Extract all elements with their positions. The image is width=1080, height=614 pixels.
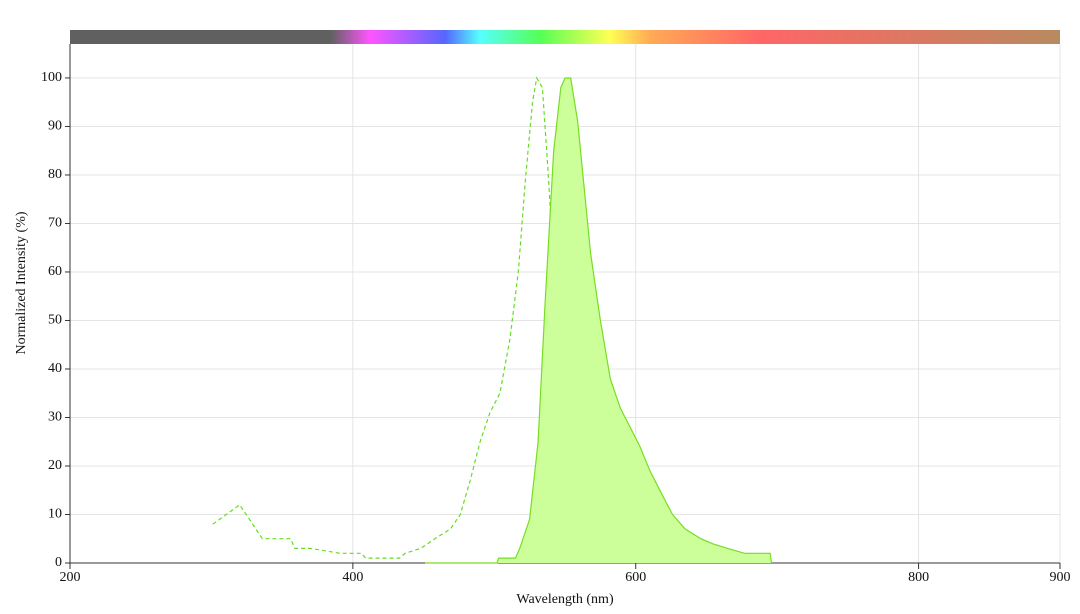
- y-tick-label: 30: [48, 410, 62, 425]
- y-tick-label: 0: [55, 555, 62, 570]
- line-series: [212, 76, 598, 559]
- y-tick-label: 50: [48, 313, 62, 328]
- x-tick-label: 600: [625, 570, 646, 585]
- y-tick-label: 80: [48, 167, 62, 182]
- y-tick-label: 100: [41, 70, 62, 85]
- y-tick-label: 40: [48, 361, 62, 376]
- y-axis-title: Normalized Intensity (%): [14, 211, 29, 354]
- y-tick-label: 70: [48, 216, 62, 231]
- x-tick-label: 800: [908, 570, 929, 585]
- x-tick-label: 200: [60, 570, 81, 585]
- area-line: [425, 77, 773, 564]
- y-tick-label: 90: [48, 119, 62, 134]
- y-tick-label: 60: [48, 264, 62, 279]
- x-tick-label: 400: [342, 570, 363, 585]
- spectrum-bar: [70, 30, 1060, 44]
- y-tick-label: 10: [48, 507, 62, 522]
- x-axis-title: Wavelength (nm): [516, 592, 614, 607]
- x-tick-label: 900: [1050, 570, 1071, 585]
- y-tick-label: 20: [48, 458, 62, 473]
